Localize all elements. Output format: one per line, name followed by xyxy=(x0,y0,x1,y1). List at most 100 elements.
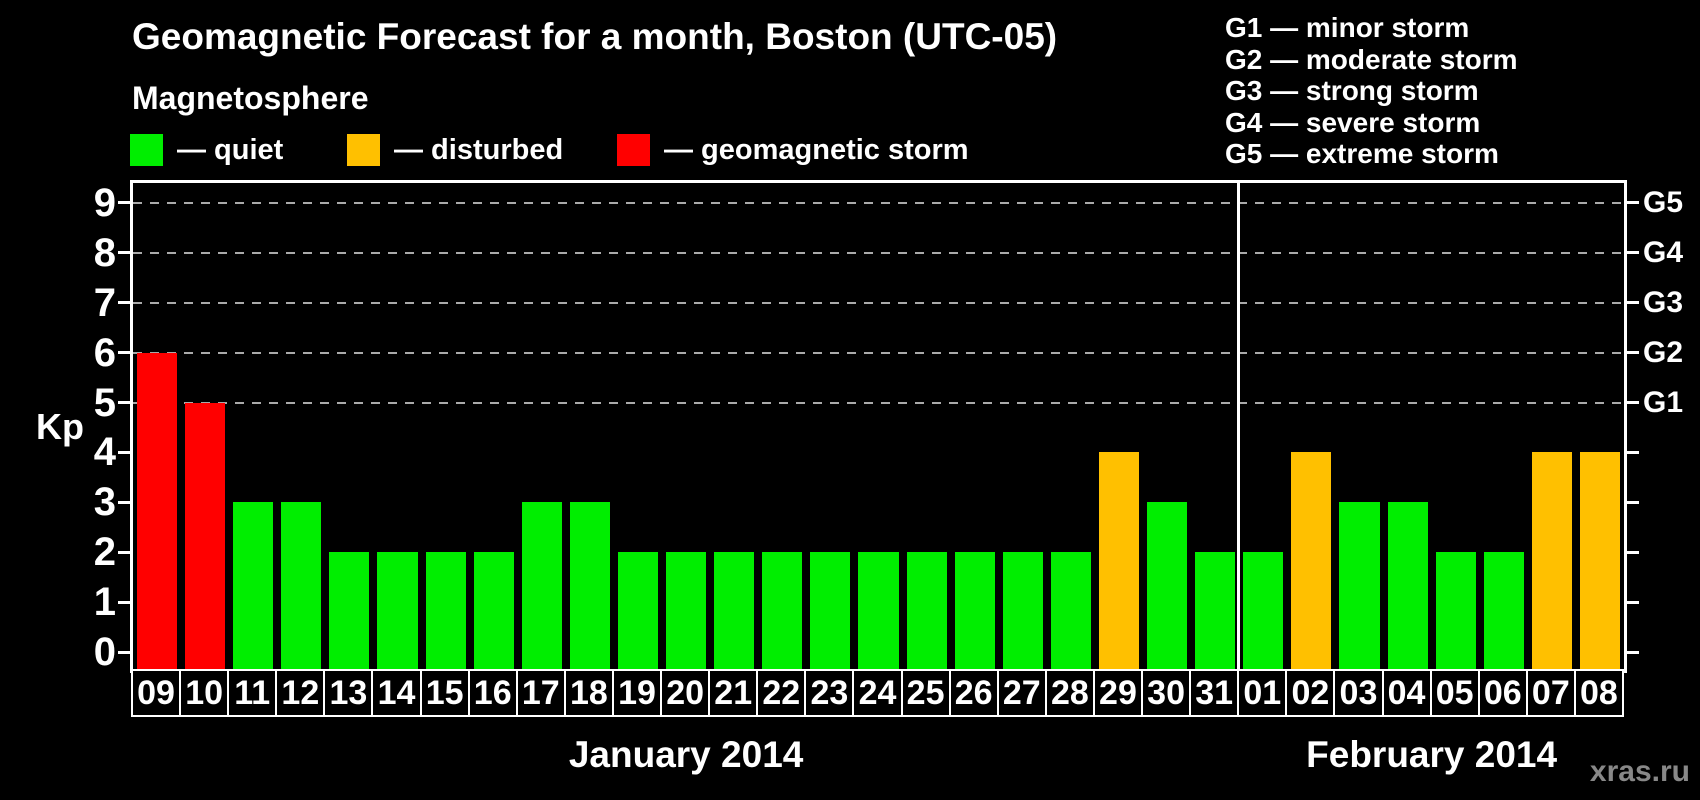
bar-day-01 xyxy=(1243,552,1284,670)
g-scale-legend-line-g2: G2 — moderate storm xyxy=(1225,43,1518,75)
bar-day-22 xyxy=(762,552,803,670)
bar-day-30 xyxy=(1147,502,1188,670)
y-tick-label-7: 7 xyxy=(93,280,116,325)
day-label-14: 14 xyxy=(371,669,422,717)
day-label-09: 09 xyxy=(131,669,182,717)
y-tick-mark-3 xyxy=(118,500,130,504)
gridline-kp9 xyxy=(133,201,1624,204)
g-level-label-G3: G3 xyxy=(1643,285,1684,319)
day-label-20: 20 xyxy=(660,669,711,717)
right-tick-mark-0 xyxy=(1627,650,1639,654)
legend-label-quiet: — quiet xyxy=(177,133,284,166)
day-label-18: 18 xyxy=(563,669,614,717)
g-scale-legend: G1 — minor storm G2 — moderate storm G3 … xyxy=(1225,12,1518,170)
quiet-color-swatch xyxy=(130,134,163,166)
right-tick-mark-4 xyxy=(1627,450,1639,454)
bar-day-26 xyxy=(954,552,995,670)
y-tick-mark-6 xyxy=(118,351,130,355)
day-label-12: 12 xyxy=(275,669,326,717)
bar-day-09 xyxy=(137,352,178,670)
bar-day-02 xyxy=(1291,452,1332,670)
day-label-24: 24 xyxy=(852,669,903,717)
y-tick-mark-4 xyxy=(118,450,130,454)
legend-item-quiet: — quiet xyxy=(130,133,283,167)
y-tick-mark-2 xyxy=(118,550,130,554)
bar-day-13 xyxy=(329,552,370,670)
day-label-19: 19 xyxy=(611,669,663,717)
day-label-03: 03 xyxy=(1333,669,1384,717)
bar-day-16 xyxy=(473,552,514,670)
legend-item-disturbed: — disturbed xyxy=(347,133,563,167)
day-label-29: 29 xyxy=(1092,669,1144,717)
g-level-label-G5: G5 xyxy=(1643,185,1684,219)
kp-axis-label: Kp xyxy=(36,406,84,447)
g-scale-legend-line-g4: G4 — severe storm xyxy=(1225,106,1481,138)
month-label-january: January 2014 xyxy=(568,734,804,775)
day-label-17: 17 xyxy=(515,669,566,717)
bar-day-20 xyxy=(666,552,707,670)
g-level-label-G2: G2 xyxy=(1643,335,1684,369)
bar-day-31 xyxy=(1195,552,1236,670)
bar-day-14 xyxy=(377,552,418,670)
gridline-kp5 xyxy=(133,401,1624,404)
day-label-21: 21 xyxy=(708,669,759,717)
disturbed-color-swatch xyxy=(347,134,380,166)
bar-day-23 xyxy=(810,552,851,670)
day-label-08: 08 xyxy=(1573,669,1624,717)
legend-label-storm: — geomagnetic storm xyxy=(664,133,969,166)
bar-day-10 xyxy=(185,402,226,670)
storm-color-swatch xyxy=(617,134,650,166)
legend-heading: Magnetosphere xyxy=(132,80,369,116)
day-label-01: 01 xyxy=(1237,669,1288,717)
day-label-26: 26 xyxy=(948,669,999,717)
right-tick-mark-3 xyxy=(1627,500,1639,504)
bar-day-07 xyxy=(1531,452,1572,670)
y-tick-label-4: 4 xyxy=(93,430,116,475)
right-tick-mark-9 xyxy=(1627,201,1639,205)
right-tick-mark-5 xyxy=(1627,401,1639,404)
day-label-16: 16 xyxy=(467,669,518,717)
gridline-kp6 xyxy=(133,351,1624,354)
bar-day-06 xyxy=(1483,552,1524,670)
day-label-15: 15 xyxy=(419,669,470,717)
g-scale-legend-line-g1: G1 — minor storm xyxy=(1225,12,1470,43)
bar-day-15 xyxy=(425,552,466,670)
right-tick-mark-1 xyxy=(1627,600,1639,604)
day-label-13: 13 xyxy=(323,669,374,717)
day-label-28: 28 xyxy=(1044,669,1095,717)
day-label-07: 07 xyxy=(1525,669,1576,717)
y-tick-mark-5 xyxy=(118,401,130,404)
bar-day-24 xyxy=(858,552,899,670)
right-tick-mark-2 xyxy=(1627,550,1639,554)
day-label-25: 25 xyxy=(900,669,951,717)
y-tick-label-3: 3 xyxy=(93,480,116,525)
y-tick-label-8: 8 xyxy=(93,230,116,275)
plot-area xyxy=(130,180,1627,673)
watermark: xras.ru xyxy=(1589,755,1690,788)
y-tick-mark-7 xyxy=(118,301,130,305)
y-tick-mark-0 xyxy=(118,650,130,654)
day-label-23: 23 xyxy=(804,669,855,717)
legend-label-disturbed: — disturbed xyxy=(394,133,564,166)
y-tick-label-6: 6 xyxy=(93,330,116,375)
y-tick-mark-8 xyxy=(118,251,130,255)
bar-day-05 xyxy=(1435,552,1476,670)
right-tick-mark-6 xyxy=(1627,351,1639,355)
gridline-kp8 xyxy=(133,251,1624,254)
day-label-10: 10 xyxy=(179,669,230,717)
day-label-row: 09 10 11 12 13 14 15 16 17 18 19 20 21 22 23 24 25 26 27 28… xyxy=(131,669,1626,717)
day-label-31: 31 xyxy=(1189,669,1240,717)
y-tick-label-1: 1 xyxy=(93,580,116,625)
g-scale-legend-line-g3: G3 — strong storm xyxy=(1225,75,1479,106)
day-label-04: 04 xyxy=(1381,669,1432,717)
day-label-05: 05 xyxy=(1429,669,1480,717)
bar-day-08 xyxy=(1579,452,1620,670)
bar-day-29 xyxy=(1098,452,1140,670)
day-label-02: 02 xyxy=(1285,669,1336,717)
gridline-kp7 xyxy=(133,301,1624,304)
y-tick-label-0: 0 xyxy=(93,630,116,674)
bar-day-17 xyxy=(521,502,562,670)
day-label-22: 22 xyxy=(756,669,807,717)
g-level-label-G1: G1 xyxy=(1643,385,1684,419)
day-label-06: 06 xyxy=(1477,669,1528,717)
